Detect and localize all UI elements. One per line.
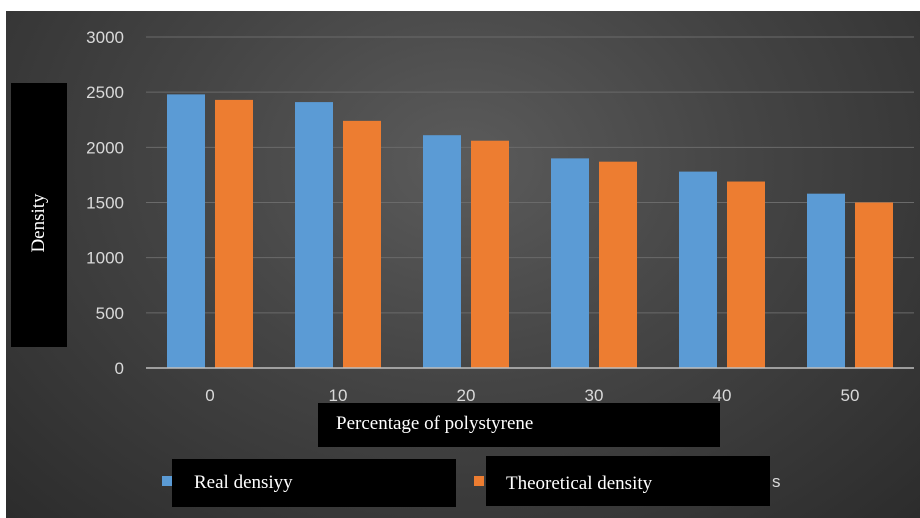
x-axis-label-box: Percentage of polystyrene — [318, 403, 720, 447]
bar-theoretical-40 — [727, 181, 765, 368]
x-tick-label: 10 — [329, 386, 348, 405]
legend-label-real-density: Real densiyy — [194, 472, 293, 493]
bars — [167, 94, 893, 368]
x-tick-label: 30 — [585, 386, 604, 405]
y-tick-label: 2500 — [86, 83, 124, 102]
bar-theoretical-10 — [343, 120, 381, 368]
legend-swatch-theoretical-density — [474, 476, 484, 486]
x-tick-label: 50 — [841, 386, 860, 405]
bar-real-40 — [679, 171, 717, 368]
y-axis-label-box: Density — [11, 83, 67, 347]
y-tick-label: 1500 — [86, 194, 124, 213]
legend-label-box-real: Real densiyy — [172, 459, 456, 507]
y-axis-tick-labels: 0 500 1000 1500 2000 2500 3000 — [86, 28, 124, 378]
bar-theoretical-20 — [471, 140, 509, 368]
x-axis-label: Percentage of polystyrene — [336, 413, 534, 434]
bar-real-20 — [423, 135, 461, 368]
bar-real-0 — [167, 94, 205, 368]
y-tick-label: 500 — [96, 304, 124, 323]
gridlines — [146, 36, 914, 314]
legend-label-box-theoretical: Theoretical density — [486, 456, 770, 506]
bar-chart: 0 500 1000 1500 2000 2500 3000 0 10 20 30 40 50 — [86, 28, 914, 405]
legend-trailing-text: s — [772, 472, 781, 491]
bar-real-50 — [807, 193, 845, 368]
bar-theoretical-50 — [855, 202, 893, 368]
bar-real-30 — [551, 158, 589, 368]
legend-label-theoretical-density: Theoretical density — [506, 473, 653, 494]
y-axis-label: Density — [28, 193, 49, 253]
bar-real-10 — [295, 102, 333, 368]
x-tick-label: 20 — [457, 386, 476, 405]
bar-theoretical-0 — [215, 99, 253, 368]
y-tick-label: 1000 — [86, 249, 124, 268]
y-tick-label: 2000 — [86, 138, 124, 157]
bar-theoretical-30 — [599, 161, 637, 368]
legend-swatch-real-density — [162, 476, 172, 486]
y-tick-label: 0 — [115, 359, 124, 378]
x-axis-tick-labels: 0 10 20 30 40 50 — [205, 386, 859, 405]
x-tick-label: 0 — [205, 386, 214, 405]
x-tick-label: 40 — [713, 386, 732, 405]
y-tick-label: 3000 — [86, 28, 124, 47]
